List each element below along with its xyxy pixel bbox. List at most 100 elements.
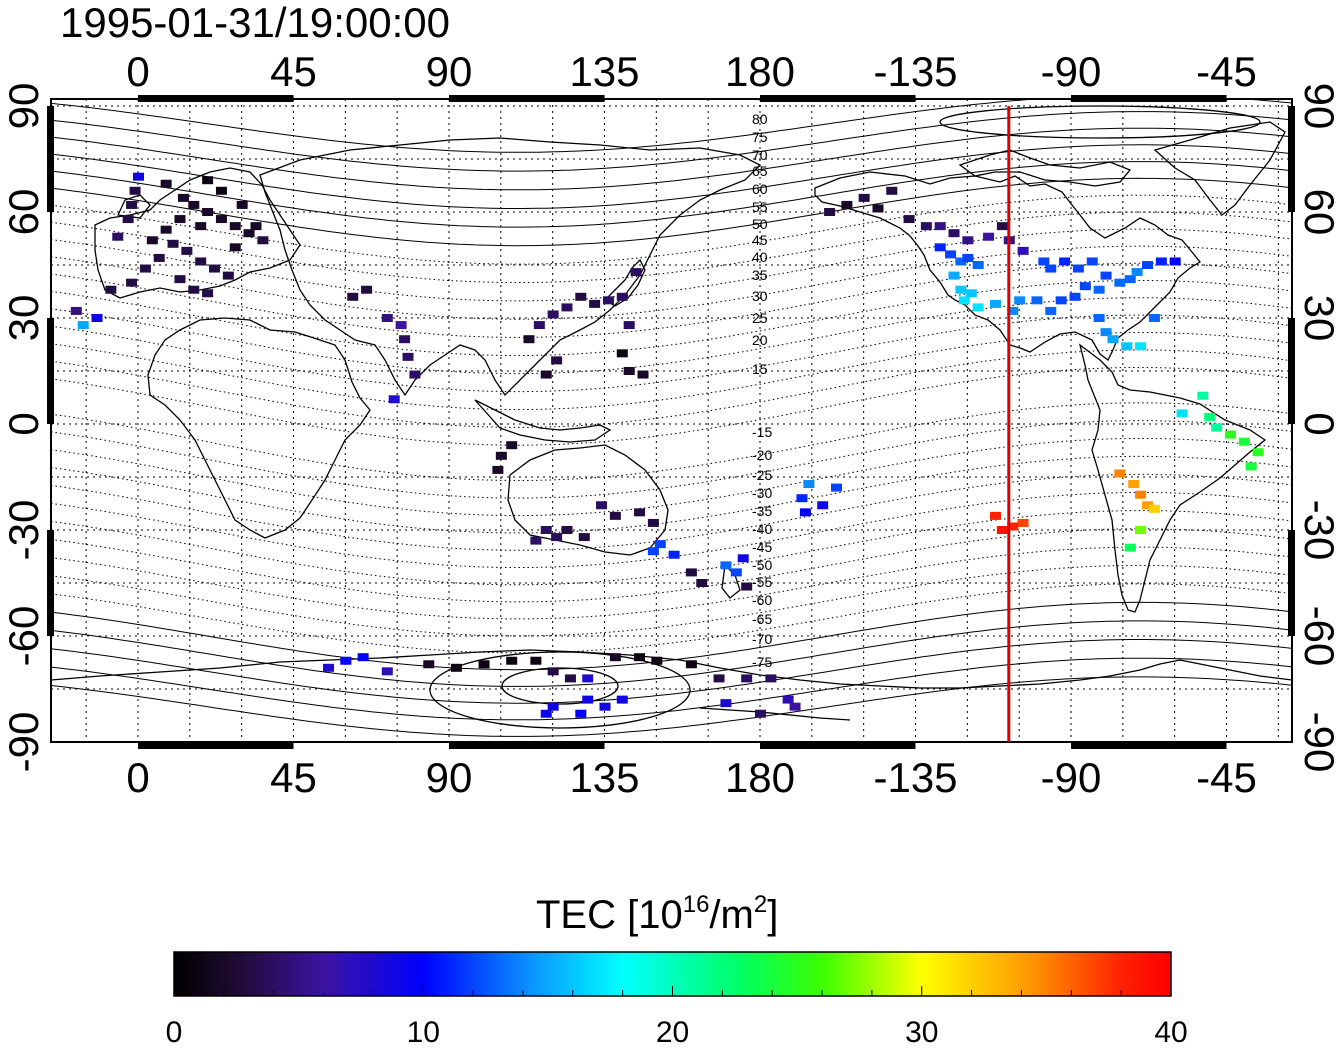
- tec-point: [765, 674, 777, 683]
- tec-point: [578, 533, 590, 542]
- tec-point: [195, 257, 207, 266]
- tec-point: [934, 243, 946, 252]
- tec-point: [920, 222, 932, 231]
- tec-point: [685, 568, 697, 577]
- tec-point: [1176, 409, 1188, 418]
- tec-point: [423, 660, 435, 669]
- contour-line: [51, 402, 1292, 481]
- tec-point: [146, 236, 158, 245]
- tec-point: [112, 232, 124, 241]
- contour-line: [51, 601, 1292, 671]
- edge-bar: [449, 95, 605, 102]
- contour-label: 35: [752, 267, 768, 283]
- contour-line: [51, 111, 1292, 172]
- tec-point: [202, 176, 214, 185]
- contour-line: [51, 620, 1292, 687]
- edge-bar: [1288, 106, 1295, 212]
- tec-point: [551, 533, 563, 542]
- contour-line: [51, 144, 1292, 209]
- tec-point: [609, 511, 621, 520]
- edge-bar: [138, 95, 294, 102]
- tec-point: [948, 271, 960, 280]
- map-title: 1995-01-31/19:00:00: [60, 0, 450, 46]
- tec-point: [1079, 282, 1091, 291]
- tec-point: [737, 554, 749, 563]
- tec-point: [561, 303, 573, 312]
- tec-point: [129, 186, 141, 195]
- bottom-longitude-labels: 0 45 90 135 180 -135 -90 -45: [126, 754, 1257, 801]
- tec-point: [1007, 522, 1019, 531]
- tec-point: [347, 292, 359, 301]
- tec-point: [209, 264, 221, 273]
- colorbar-tick-label: 30: [905, 1016, 938, 1048]
- tec-point: [972, 261, 984, 269]
- edge-bar: [1071, 95, 1227, 102]
- lon-tick-label: -135: [873, 754, 957, 801]
- tec-point: [167, 239, 179, 248]
- tec-point: [696, 579, 708, 587]
- coastlines: [51, 121, 1292, 721]
- tec-point: [551, 356, 563, 365]
- tec-point: [139, 264, 151, 273]
- edge-bar: [760, 95, 916, 102]
- tec-point: [858, 193, 870, 202]
- tec-point: [589, 299, 601, 308]
- tec-point: [222, 271, 234, 280]
- lat-tick-label: 30: [1296, 295, 1343, 342]
- tec-point: [1197, 391, 1209, 400]
- contour-line: [51, 657, 1292, 721]
- tec-point: [1211, 423, 1223, 432]
- contour-label: 55: [752, 199, 768, 215]
- tec-point: [623, 367, 635, 375]
- tec-point: [955, 285, 967, 294]
- edge-bar: [47, 318, 54, 424]
- tec-point: [1142, 501, 1154, 510]
- tec-point: [105, 285, 117, 294]
- tec-point: [357, 653, 369, 662]
- tec-point: [1100, 271, 1112, 280]
- tec-point: [1114, 469, 1126, 478]
- tec-point: [1114, 278, 1126, 287]
- contour-label: -20: [752, 447, 772, 463]
- tec-point: [799, 508, 811, 517]
- contour-line: [51, 332, 1292, 410]
- left-latitude-labels: 90 60 30 0 -30 -60 -90: [0, 83, 47, 773]
- colorbar-tick-label: 10: [407, 1016, 440, 1048]
- tec-point: [1148, 504, 1160, 513]
- tec-point: [623, 321, 635, 330]
- lat-tick-label: 0: [0, 412, 47, 435]
- contour-label: -40: [752, 521, 772, 537]
- tec-point: [215, 215, 227, 224]
- tec-point: [903, 215, 915, 224]
- tec-point: [530, 656, 542, 665]
- tec-point: [948, 229, 960, 238]
- tec-point: [1169, 257, 1181, 266]
- tec-point: [886, 186, 898, 195]
- edge-bar: [760, 742, 916, 749]
- tec-point: [340, 656, 352, 665]
- tec-point: [540, 370, 552, 379]
- right-latitude-labels: 90 60 30 0 -30 -60 -90: [1296, 83, 1343, 773]
- tec-point: [450, 663, 462, 672]
- lon-tick-label: 0: [126, 754, 149, 801]
- tec-point: [1017, 518, 1029, 527]
- tec-point: [1135, 342, 1147, 351]
- edge-bar: [1288, 318, 1295, 424]
- contour-line: [51, 161, 1292, 228]
- lat-tick-label: 0: [1296, 412, 1343, 435]
- contour-line: [51, 473, 1292, 551]
- tec-point: [70, 306, 82, 315]
- tec-point: [229, 243, 241, 252]
- tec-point: [1045, 264, 1057, 273]
- lat-tick-label: -30: [1296, 500, 1343, 561]
- lon-tick-label: 90: [426, 754, 473, 801]
- tec-point: [955, 257, 967, 266]
- tec-point: [495, 451, 507, 460]
- tec-point: [654, 540, 666, 549]
- tec-point: [782, 695, 794, 704]
- lat-tick-label: -30: [0, 500, 47, 561]
- tec-point: [602, 296, 614, 305]
- tec-data-points: [70, 172, 1264, 718]
- tec-point: [965, 289, 977, 298]
- tec-point: [202, 289, 214, 298]
